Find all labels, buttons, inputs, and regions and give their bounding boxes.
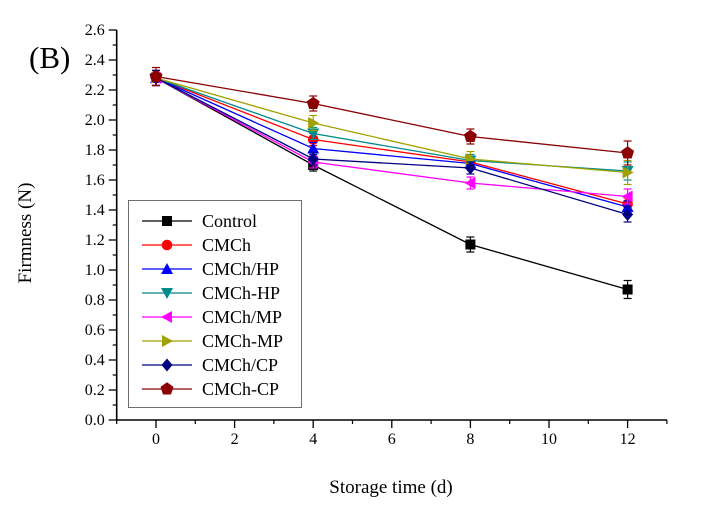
legend-marker-icon (142, 216, 192, 226)
data-point-marker (308, 117, 320, 129)
x-axis-label: Storage time (d) (329, 477, 453, 498)
data-point-marker (307, 142, 320, 154)
legend-marker-icon (142, 288, 192, 299)
y-tick-label: 1.0 (85, 262, 105, 279)
data-point-marker (162, 216, 172, 226)
series-line-Control (155, 77, 628, 291)
x-tick-label: 4 (309, 431, 317, 448)
data-point-marker (161, 311, 172, 323)
data-point-marker (464, 161, 476, 175)
legend-item: Control (129, 209, 301, 233)
legend-item-label: CMCh (202, 235, 252, 255)
y-tick-label: 0.0 (85, 412, 105, 429)
legend-marker-icon (142, 335, 192, 347)
legend-marker-icon (142, 382, 192, 395)
data-point-marker (161, 358, 173, 372)
legend-item: CMCh/HP (129, 257, 301, 281)
x-tick-label: 10 (541, 431, 557, 448)
data-point-marker (160, 382, 174, 395)
series-line-CMCh-HP (155, 77, 628, 172)
x-tick-label: 6 (388, 431, 396, 448)
y-tick-label: 0.8 (85, 292, 105, 309)
y-tick-label: 1.6 (85, 172, 105, 189)
data-point-marker (622, 166, 634, 179)
legend-marker-icon (142, 239, 192, 251)
data-point-marker (307, 152, 319, 166)
y-tick-label: 2.4 (85, 52, 105, 69)
series-line-CMCh/CP (155, 77, 628, 216)
y-tick-label: 2.6 (85, 22, 105, 39)
data-point-marker (161, 239, 173, 251)
legend-marker-icon (142, 311, 192, 323)
x-tick-label: 0 (152, 431, 160, 448)
series-line-CMCh/HP (155, 77, 628, 208)
y-tick-label: 0.4 (85, 352, 105, 369)
y-tick-label: 2.0 (85, 112, 105, 129)
legend-marker-icon (142, 358, 192, 372)
series-line-CMCh/MP (155, 77, 628, 198)
data-point-marker (307, 128, 320, 140)
data-point-marker (621, 190, 633, 203)
legend-item-label: CMCh/HP (202, 259, 280, 279)
x-tick-label: 2 (231, 431, 239, 448)
legend-item-label: CMCh-HP (202, 283, 281, 303)
series-line-CMCh (155, 77, 628, 205)
data-point-marker (162, 335, 173, 347)
panel-label: (B) (29, 40, 71, 75)
legend-item-label: CMCh-CP (202, 379, 280, 399)
y-tick-label: 2.2 (85, 82, 105, 99)
data-point-marker (149, 69, 163, 82)
legend-item: CMCh-CP (129, 377, 301, 401)
data-point-marker (465, 239, 476, 250)
data-point-marker (621, 146, 635, 159)
x-tick-label: 12 (620, 431, 636, 448)
y-tick-label: 1.8 (85, 142, 105, 159)
data-point-marker (306, 96, 320, 109)
series-line-CMCh-MP (155, 77, 628, 174)
data-point-marker (463, 129, 477, 142)
legend-item-label: CMCh/MP (202, 307, 283, 327)
data-point-marker (161, 288, 173, 299)
legend-item-label: Control (202, 211, 258, 231)
legend-marker-icon (142, 263, 192, 274)
data-point-marker (622, 284, 633, 295)
legend-item-label: CMCh-MP (202, 331, 284, 351)
x-tick-label: 8 (466, 431, 474, 448)
data-point-marker (464, 177, 476, 189)
legend-item: CMCh-HP (129, 281, 301, 305)
legend-item: CMCh/MP (129, 305, 301, 329)
legend-item: CMCh (129, 233, 301, 257)
y-tick-label: 1.2 (85, 232, 105, 249)
data-point-marker (161, 263, 173, 274)
y-tick-label: 0.2 (85, 382, 105, 399)
series-line-CMCh-CP (155, 75, 628, 154)
y-tick-label: 1.4 (85, 202, 105, 219)
data-point-marker (622, 208, 634, 221)
legend-item: CMCh-MP (129, 329, 301, 353)
legend-item: CMCh/CP (129, 353, 301, 377)
legend: Control CMCh CMCh/HP CMCh-HP CMCh/MP CMCh-MP C… (128, 200, 302, 408)
y-axis-label: Firmness (N) (15, 182, 36, 284)
y-tick-label: 0.6 (85, 322, 105, 339)
legend-item-label: CMCh/CP (202, 355, 279, 375)
